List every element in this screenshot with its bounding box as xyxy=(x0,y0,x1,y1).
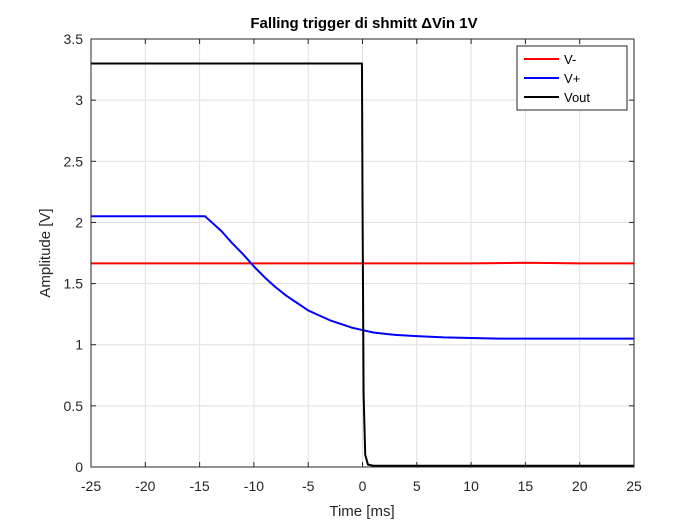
legend: V- V+ Vout xyxy=(516,45,628,111)
data-point xyxy=(579,338,581,340)
x-tick-label: 15 xyxy=(518,478,534,494)
data-point xyxy=(220,230,222,232)
y-tick-label: 1.5 xyxy=(64,276,84,292)
data-point xyxy=(253,265,255,268)
x-tick-label: -10 xyxy=(244,478,264,494)
data-point xyxy=(416,262,418,264)
data-point xyxy=(307,309,309,312)
data-point xyxy=(242,253,244,255)
data-point xyxy=(199,215,201,217)
y-axis-title: Amplitude [V] xyxy=(37,208,54,297)
chart-title: Falling trigger di shmitt ΔVin 1V xyxy=(250,15,477,32)
data-point xyxy=(361,197,364,199)
data-point xyxy=(318,314,320,316)
x-tick-label: -25 xyxy=(81,478,101,494)
data-point xyxy=(264,276,266,279)
x-tick-label: 25 xyxy=(626,478,642,494)
data-point xyxy=(367,463,369,466)
y-tick-label: 2.5 xyxy=(64,153,84,169)
series-line-vout xyxy=(91,62,634,467)
data-point xyxy=(275,286,277,288)
data-point xyxy=(416,335,418,337)
data-point xyxy=(497,338,499,340)
x-tick-label: 0 xyxy=(359,478,367,494)
plot-frame xyxy=(90,38,635,468)
data-point xyxy=(329,319,331,321)
x-tick-label: 20 xyxy=(572,478,588,494)
y-tick-label: 2 xyxy=(75,214,83,230)
y-tick-label: 1 xyxy=(75,337,83,353)
data-point xyxy=(144,62,146,65)
data-point xyxy=(372,465,374,467)
legend-label: V- xyxy=(564,52,576,67)
x-tick-label: -5 xyxy=(302,478,315,494)
data-point xyxy=(204,215,206,217)
y-tick-label: 3.5 xyxy=(64,31,84,47)
y-tick-label: 0.5 xyxy=(64,398,84,414)
data-point xyxy=(405,334,407,337)
data-point xyxy=(307,262,309,264)
data-point xyxy=(416,465,418,467)
data-point xyxy=(394,334,396,336)
data-point xyxy=(524,465,527,467)
data-point xyxy=(253,62,255,65)
legend-label: Vout xyxy=(564,90,590,105)
data-point xyxy=(470,337,472,339)
data-point xyxy=(285,295,288,297)
x-axis-title: Time [ms] xyxy=(329,503,394,520)
data-point xyxy=(372,331,374,334)
data-point xyxy=(351,326,353,329)
data-point xyxy=(364,454,366,456)
data-point xyxy=(253,262,255,264)
x-tick-label: 10 xyxy=(463,478,479,494)
x-tick-label: 5 xyxy=(413,478,421,494)
data-point xyxy=(340,323,342,325)
data-point xyxy=(551,338,554,340)
x-tick-label: -20 xyxy=(135,478,155,494)
data-point xyxy=(443,336,445,338)
data-point xyxy=(199,262,201,264)
data-point xyxy=(606,338,608,340)
data-point xyxy=(524,262,527,264)
data-point xyxy=(383,333,385,335)
y-tick-label: 3 xyxy=(75,92,83,108)
data-point xyxy=(144,215,146,217)
data-point xyxy=(307,62,309,65)
data-point xyxy=(579,465,581,467)
series-group xyxy=(90,62,635,467)
data-point xyxy=(144,262,146,264)
data-point xyxy=(296,302,298,304)
data-point xyxy=(470,262,472,264)
data-point xyxy=(524,338,527,340)
data-point xyxy=(231,242,233,244)
x-tick-label: -15 xyxy=(189,478,209,494)
data-point xyxy=(579,262,581,264)
data-point xyxy=(361,62,363,65)
data-point xyxy=(362,393,365,395)
y-tick-label: 0 xyxy=(75,459,83,475)
tick-labels: -25 -20 -15 -10 -5 0 5 10 15 20 25 0 0.5 1 1.5 2 2.5 3 3.5 xyxy=(64,31,642,494)
legend-label: V+ xyxy=(564,71,580,86)
data-point xyxy=(199,62,201,65)
data-point xyxy=(470,465,472,467)
